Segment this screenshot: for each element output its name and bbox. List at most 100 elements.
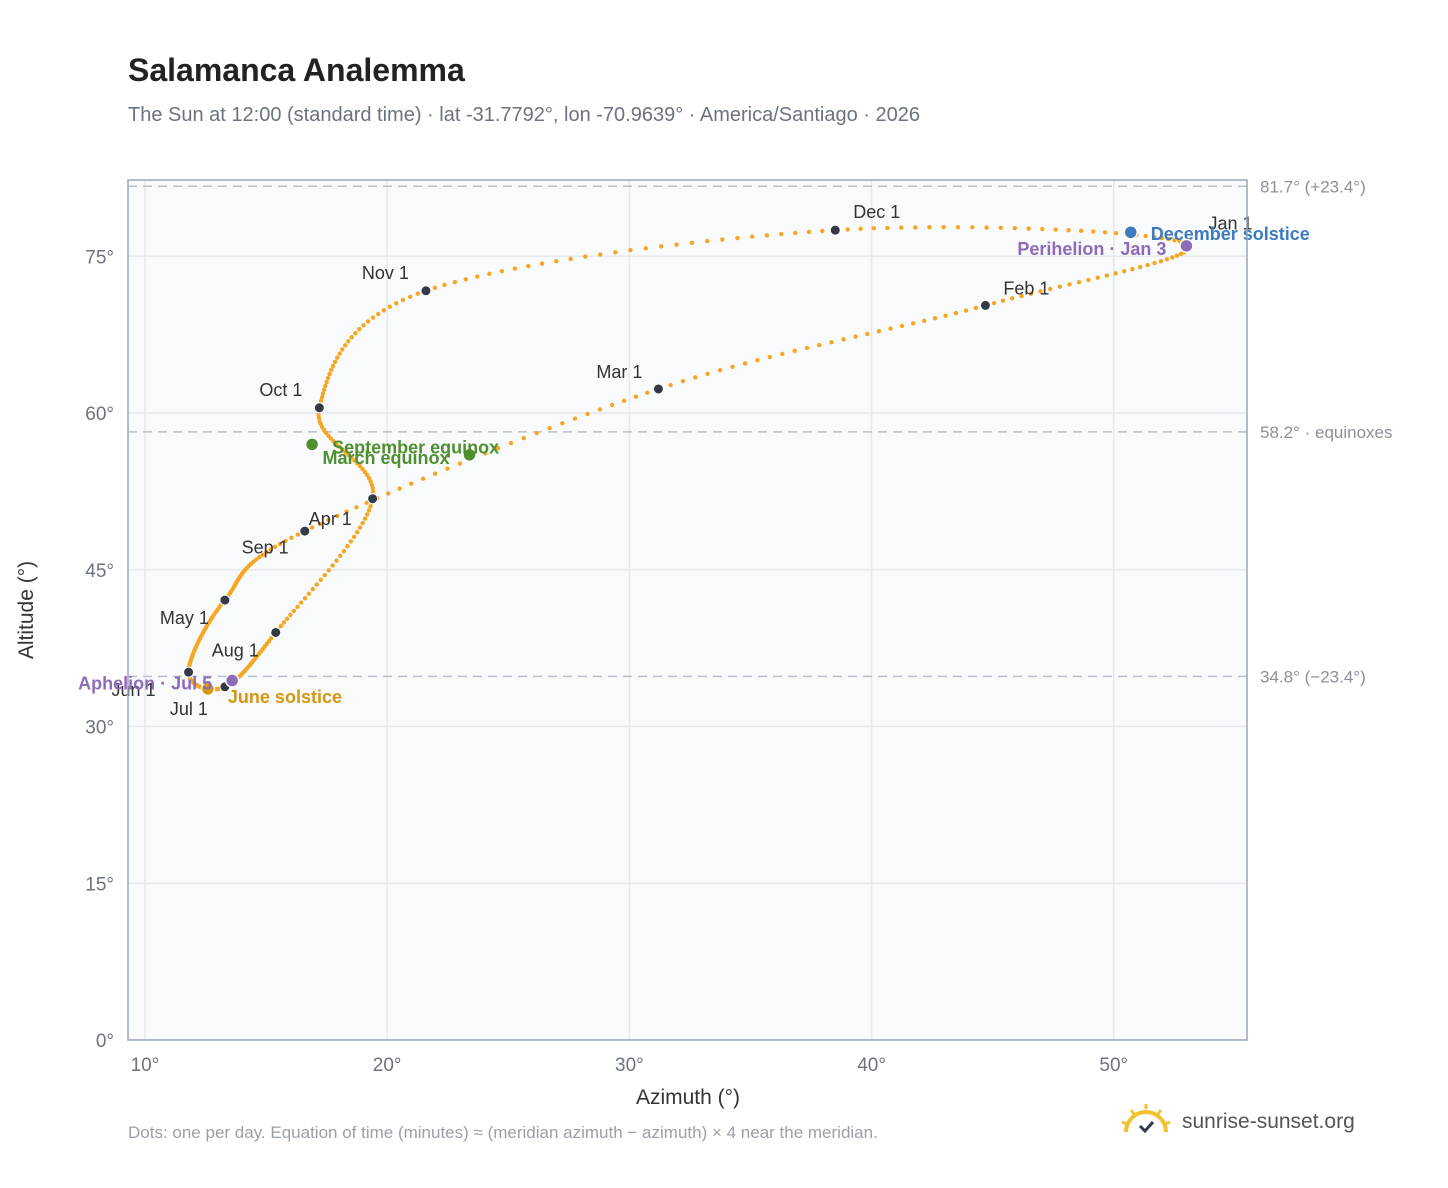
brand-name[interactable]: sunrise-sunset.org [1182, 1109, 1355, 1133]
event-marker [224, 673, 240, 688]
month-label: Oct 1 [259, 380, 302, 400]
month-marker [270, 626, 282, 638]
daily-sun-dot [442, 282, 447, 288]
reference-line-label: 81.7° (+23.4°) [1260, 177, 1366, 196]
month-marker [979, 299, 991, 311]
daily-sun-dot [325, 375, 331, 381]
daily-sun-dot [348, 539, 354, 544]
chart-subtitle: The Sun at 12:00 (standard time) · lat -… [128, 104, 921, 126]
month-marker [652, 383, 664, 395]
daily-sun-dot [953, 310, 959, 316]
y-tick-label: 45° [85, 561, 114, 582]
month-marker [829, 224, 841, 236]
daily-sun-dot [483, 451, 488, 456]
daily-sun-dot [572, 416, 578, 421]
daily-sun-dot [973, 305, 979, 311]
daily-sun-dot [735, 235, 740, 241]
daily-sun-dot [420, 476, 426, 481]
x-tick-label: 20° [373, 1055, 402, 1076]
daily-sun-dot [1028, 291, 1034, 296]
daily-sun-dot [1143, 233, 1148, 239]
month-label: Sep 1 [242, 538, 289, 558]
daily-sun-dot [910, 321, 916, 326]
daily-sun-dot [750, 234, 755, 239]
daily-sun-dot [340, 447, 345, 452]
daily-sun-dot [628, 248, 633, 253]
daily-sun-dot [955, 225, 961, 230]
daily-sun-dot [1166, 236, 1171, 242]
daily-sun-dot [680, 378, 686, 384]
daily-sun-dot [298, 600, 304, 605]
daily-sun-dot [1012, 225, 1018, 231]
month-marker [183, 666, 195, 678]
daily-sun-dot [316, 412, 321, 417]
daily-sun-dot [927, 225, 932, 230]
daily-sun-dot [932, 316, 938, 321]
event-label: March equinox [322, 448, 449, 468]
daily-sun-dot [806, 229, 812, 235]
month-marker [299, 525, 311, 537]
daily-sun-dot [495, 445, 501, 451]
plot-area [128, 180, 1247, 1040]
daily-sun-dot [508, 440, 514, 446]
daily-sun-dot [941, 225, 946, 230]
daily-sun-dot [963, 308, 969, 313]
daily-sun-dot [326, 517, 331, 523]
y-tick-label: 75° [85, 247, 114, 268]
daily-sun-dot [767, 354, 773, 360]
daily-sun-dot [322, 572, 327, 578]
month-label: Nov 1 [362, 263, 409, 283]
daily-sun-dot [302, 595, 308, 601]
daily-sun-dot [841, 337, 846, 342]
daily-sun-dot [1086, 277, 1091, 283]
y-tick-label: 0° [96, 1031, 114, 1052]
daily-sun-dot [320, 391, 326, 396]
daily-sun-dot [560, 421, 565, 426]
daily-sun-dot [779, 231, 784, 237]
daily-sun-dot [1158, 258, 1164, 264]
daily-sun-dot [1130, 266, 1135, 272]
daily-sun-dot [318, 398, 324, 404]
daily-sun-dot [921, 318, 927, 324]
daily-sun-dot [291, 608, 297, 614]
month-label: Aug 1 [212, 640, 259, 660]
daily-sun-dot [764, 233, 770, 238]
daily-sun-dot [668, 382, 673, 388]
x-tick-label: 10° [131, 1055, 160, 1076]
plot-frame [127, 179, 1248, 1041]
daily-sun-dot [526, 263, 531, 269]
daily-sun-dot [432, 285, 438, 291]
daily-sun-dot [858, 226, 863, 232]
reference-lines: 81.7° (+23.4°) 58.2° · equinoxes 34.8° (−2… [128, 177, 1393, 686]
month-marker [367, 493, 379, 505]
daily-sun-dot [499, 269, 505, 274]
daily-sun-dot [364, 512, 370, 517]
reference-line-label: 34.8° (−23.4°) [1260, 667, 1366, 686]
daily-sun-dot [362, 469, 368, 475]
x-tick-label: 50° [1099, 1055, 1128, 1076]
daily-sun-dot [361, 323, 366, 328]
brand[interactable]: sunrise-sunset.org [1120, 1102, 1355, 1141]
daily-sun-dot [1038, 289, 1043, 294]
daily-sun-dot [407, 294, 413, 299]
daily-sun-dot [1053, 227, 1058, 232]
daily-sun-dot [432, 471, 438, 476]
daily-sun-dot [1121, 269, 1127, 274]
daily-sun-dot [341, 548, 347, 554]
x-tick-label: 40° [857, 1055, 886, 1076]
axis-ticks: 10° 20° 30° 40° 50° 0° 15° 30° 45° 60° 75° [85, 247, 1128, 1076]
daily-sun-dot [289, 535, 294, 541]
footnote: Dots: one per day. Equation of time (min… [128, 1123, 878, 1142]
daily-sun-dot [1000, 298, 1006, 303]
daily-sun-dot [387, 304, 393, 309]
daily-sun-dot [408, 481, 414, 486]
daily-sun-dot [386, 491, 391, 496]
month-markers: Jan 1 Feb 1 Mar 1 Apr 1 May 1 Jun 1 Jul 1 Aug 1… [112, 202, 1253, 719]
daily-sun-dot [487, 271, 492, 277]
daily-sun-dot [309, 525, 315, 530]
daily-sun-dot [288, 612, 293, 618]
daily-sun-dot [357, 464, 363, 469]
daily-sun-dot [1009, 296, 1015, 301]
month-label: Dec 1 [853, 202, 900, 222]
